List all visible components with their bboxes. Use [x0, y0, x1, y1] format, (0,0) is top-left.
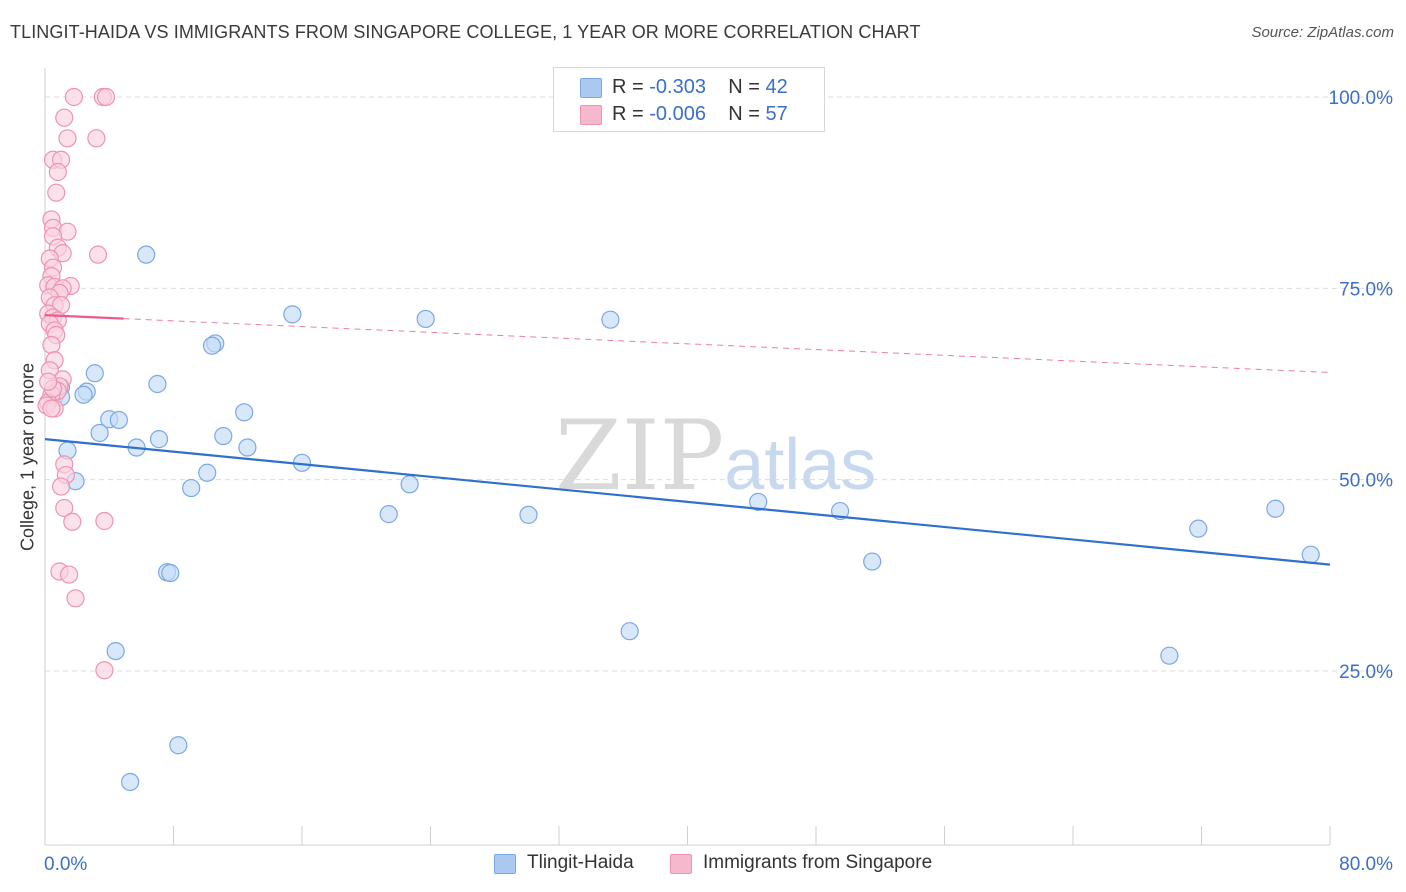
singapore-point: [58, 129, 77, 148]
tlingit-haida-point: [137, 245, 156, 264]
tlingit-haida-trendline: [44, 438, 1331, 566]
tlingit-haida-point: [85, 364, 104, 383]
tlingit-haida-point: [283, 305, 302, 324]
tlingit-haida-point: [1266, 499, 1285, 518]
tlingit-haida-point: [235, 403, 254, 422]
tlingit-haida-point: [121, 772, 140, 792]
tlingit-haida-point: [106, 642, 125, 661]
tlingit-haida-point: [90, 423, 109, 443]
bottom-legend-swatch-tlingit: [494, 854, 516, 874]
singapore-point: [63, 512, 82, 531]
tlingit-haida-point: [202, 336, 222, 355]
tlingit-haida-point: [149, 430, 169, 449]
watermark: ZIPatlas: [555, 400, 876, 512]
tlingit-haida-point: [198, 463, 217, 482]
tlingit-haida-point: [1189, 519, 1208, 538]
watermark-zip: ZIP: [555, 400, 725, 512]
legend-r-label: R =: [612, 76, 644, 98]
singapore-point: [47, 183, 66, 202]
singapore-point: [88, 245, 108, 264]
legend-n-label: N =: [728, 103, 760, 125]
legend-n-value: 42: [765, 76, 788, 98]
singapore-trendline: [44, 314, 124, 320]
singapore-point: [66, 589, 85, 608]
legend-r-label: R =: [612, 103, 644, 125]
singapore-point: [51, 477, 71, 496]
singapore-point: [96, 87, 116, 107]
singapore-point: [55, 108, 74, 127]
y-tick-label: 100.0%: [1329, 88, 1394, 109]
singapore-point: [64, 87, 84, 107]
tlingit-haida-point: [749, 492, 768, 511]
legend-r-value: -0.006: [649, 103, 706, 125]
singapore-point: [48, 162, 67, 182]
singapore-point: [39, 372, 58, 391]
legend-r-value: -0.303: [649, 76, 706, 98]
correlation-legend: R = -0.303 N = 42 R = -0.006 N = 57: [553, 67, 825, 132]
tlingit-haida-point: [214, 426, 233, 446]
tlingit-haida-point: [1301, 545, 1320, 564]
singapore-point: [87, 129, 106, 148]
tlingit-haida-point: [148, 374, 167, 394]
source-label: Source: ZipAtlas.com: [1251, 24, 1394, 41]
tlingit-haida-point: [109, 410, 128, 430]
singapore-point: [55, 498, 74, 518]
tlingit-haida-point: [238, 438, 257, 457]
tlingit-haida-point: [74, 385, 93, 404]
y-tick-label: 50.0%: [1339, 471, 1393, 492]
legend-swatch-tlingit: [580, 78, 602, 98]
singapore-point: [59, 565, 79, 584]
bottom-legend-swatch-singapore: [670, 854, 692, 874]
bottom-legend-label-singapore: Immigrants from Singapore: [703, 852, 933, 873]
bottom-legend-label-tlingit: Tlingit-Haida: [527, 852, 634, 873]
y-tick-label: 75.0%: [1339, 279, 1393, 300]
singapore-trendline-dashed: [123, 318, 1331, 374]
legend-swatch-singapore: [580, 105, 602, 125]
tlingit-haida-point: [416, 309, 435, 329]
x-tick-label: 0.0%: [44, 854, 87, 875]
chart-title: TLINGIT-HAIDA VS IMMIGRANTS FROM SINGAPO…: [10, 22, 921, 42]
tlingit-haida-point: [620, 622, 639, 641]
singapore-point: [42, 335, 61, 355]
tlingit-haida-point: [182, 478, 201, 498]
tlingit-haida-point: [161, 563, 180, 583]
y-axis-label: College, 1 year or more: [17, 362, 38, 552]
singapore-point: [42, 399, 61, 418]
tlingit-haida-point: [400, 475, 419, 494]
watermark-atlas: atlas: [724, 425, 877, 505]
y-tick-label: 25.0%: [1339, 662, 1393, 683]
tlingit-haida-point: [169, 736, 188, 755]
tlingit-haida-point: [863, 552, 882, 571]
tlingit-haida-point: [1160, 646, 1179, 665]
tlingit-haida-point: [519, 505, 538, 524]
singapore-point: [95, 661, 114, 680]
legend-n-label: N =: [728, 76, 760, 98]
tlingit-haida-point: [601, 310, 620, 329]
tlingit-haida-point: [379, 505, 398, 524]
legend-n-value: 57: [765, 103, 788, 125]
x-tick-label: 80.0%: [1339, 854, 1393, 875]
singapore-point: [95, 511, 114, 531]
